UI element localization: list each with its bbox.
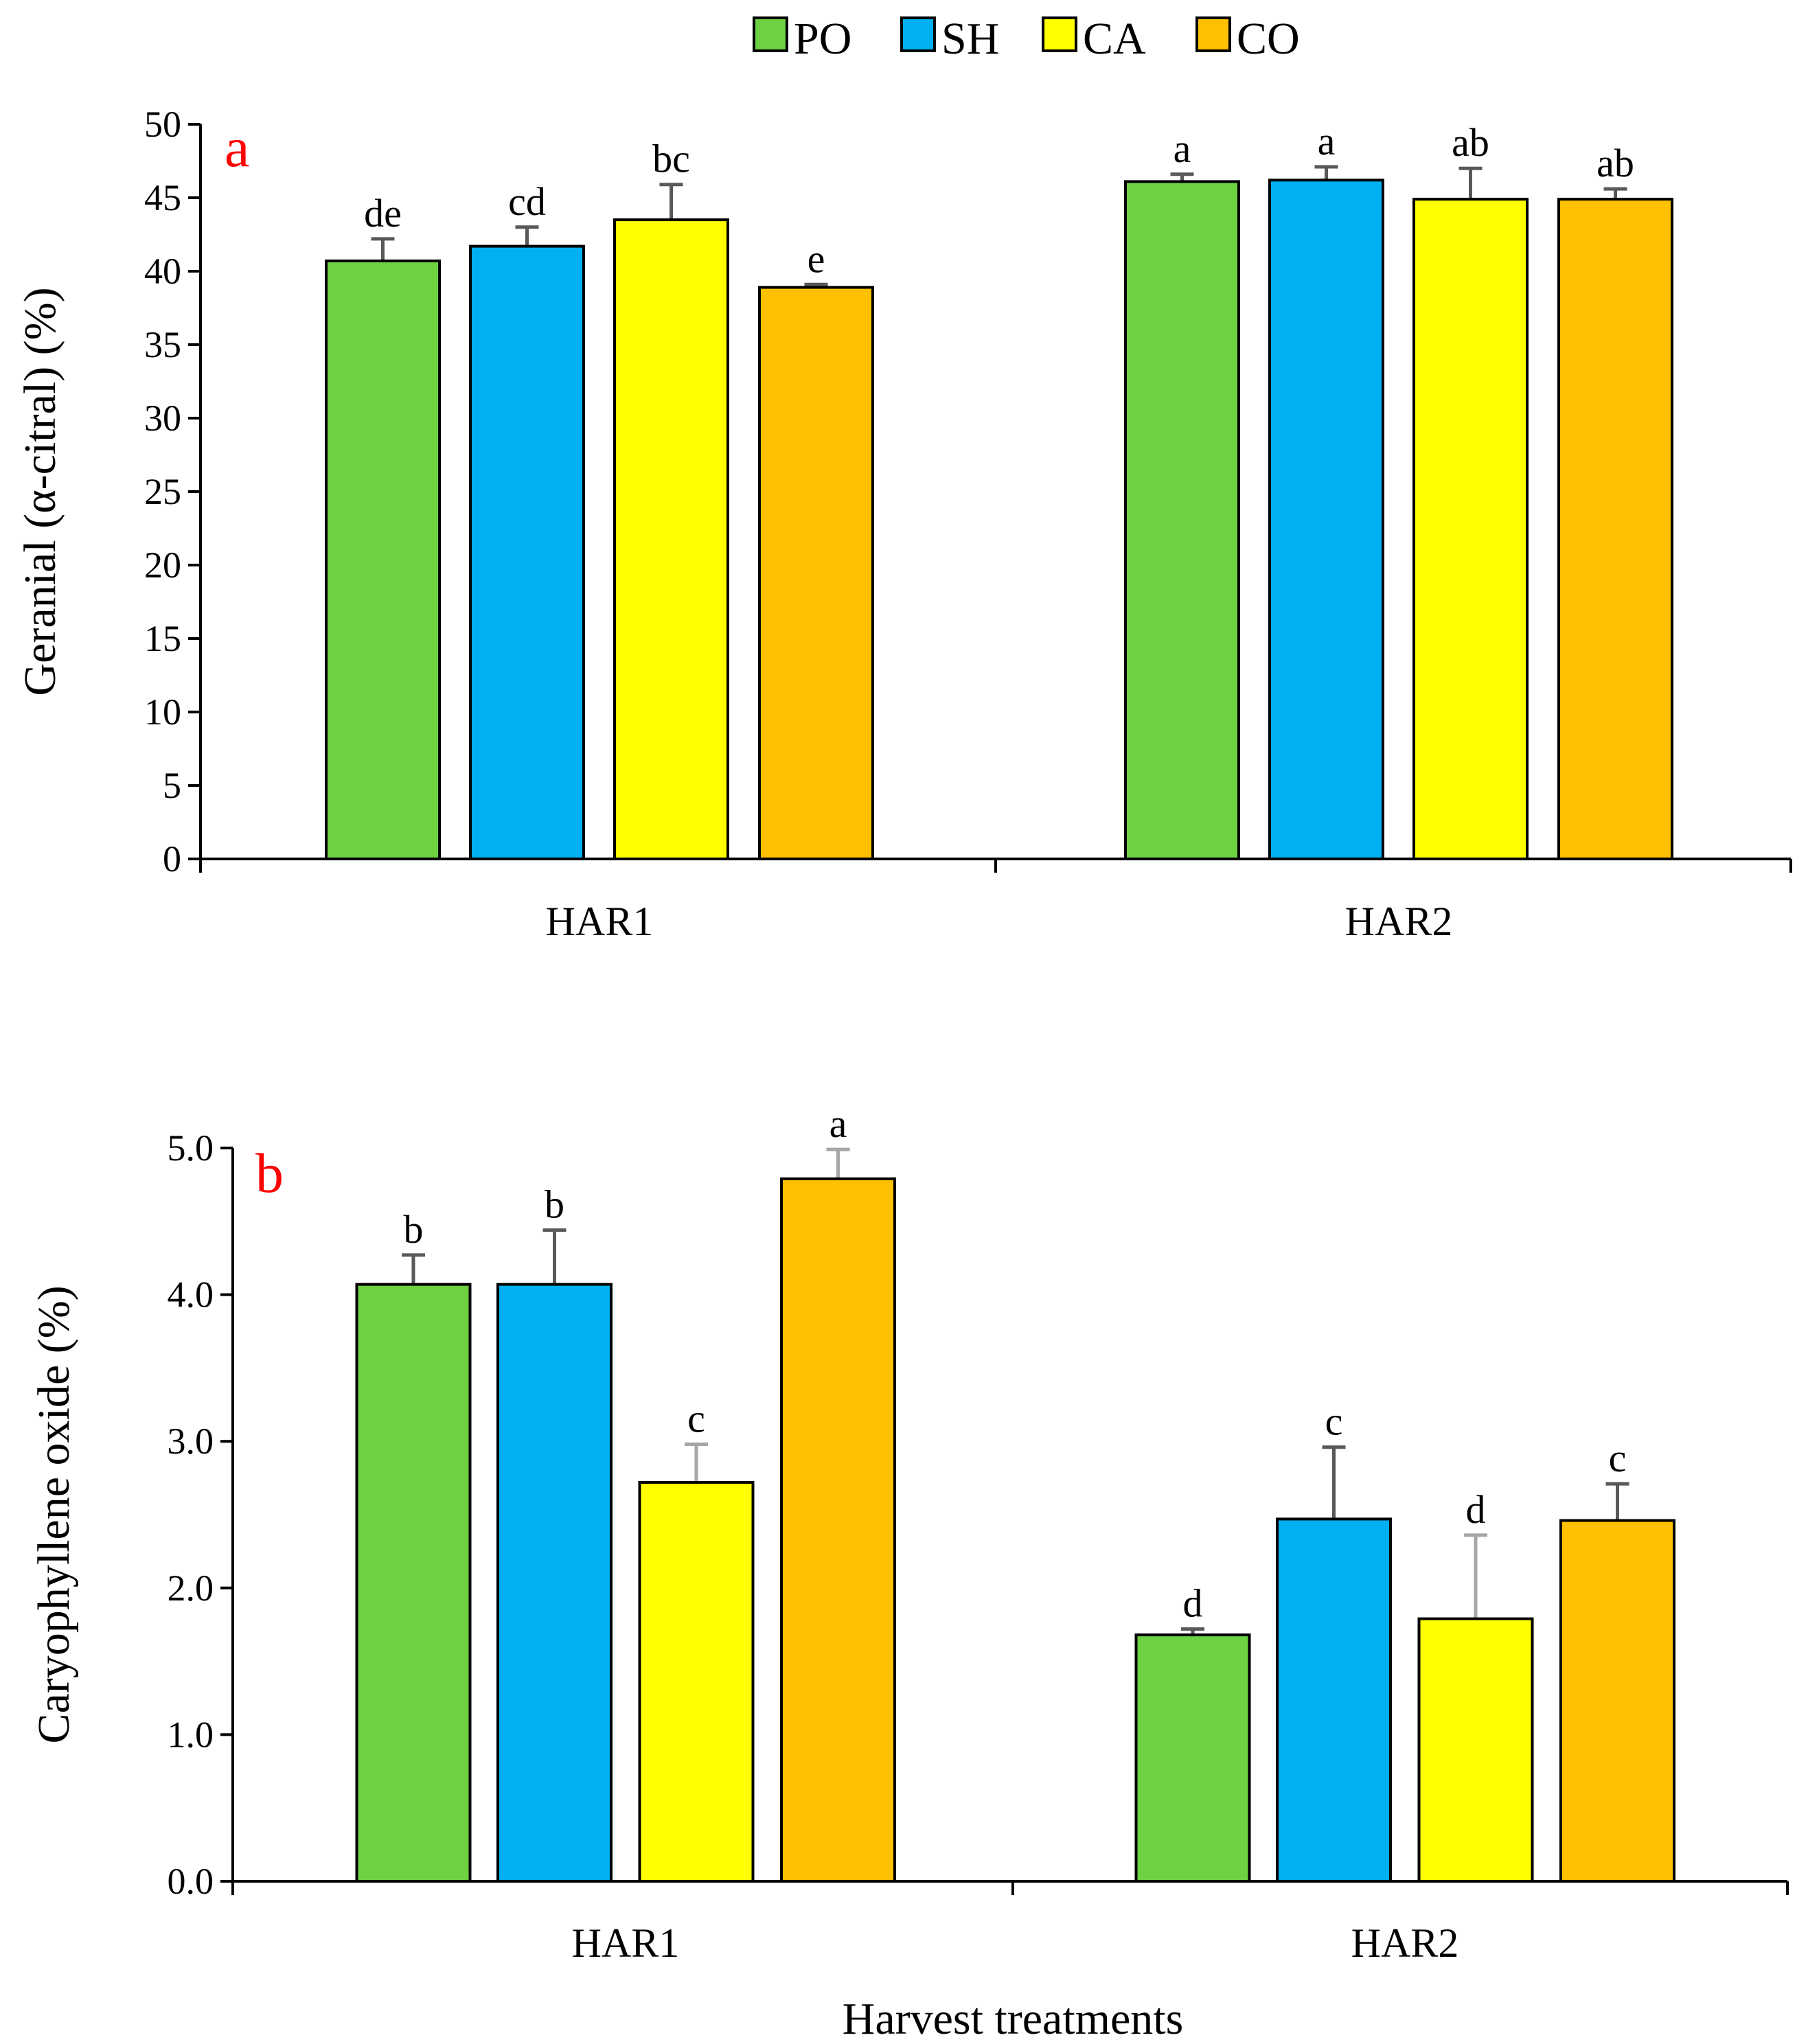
sig-letter-po-har2: d	[1183, 1581, 1203, 1626]
y-tick-label: 10	[144, 691, 181, 733]
legend-swatch-sh	[900, 16, 936, 52]
bar-sh-har1	[496, 1283, 613, 1883]
bar-sh-har2	[1268, 179, 1384, 860]
bar-po-har1	[355, 1283, 472, 1883]
bar-sh-har2	[1276, 1517, 1392, 1883]
legend-label-sh: SH	[941, 14, 999, 64]
y-tick-label: 5	[163, 765, 181, 806]
y-tick-label: 1.0	[168, 1714, 214, 1755]
y-tick-label: 40	[144, 251, 181, 292]
sig-letter-po-har2: a	[1174, 126, 1191, 171]
sig-letter-co-har2: ab	[1597, 141, 1634, 185]
sig-letter-sh-har1: b	[545, 1182, 564, 1227]
sig-letter-ca-har1: c	[687, 1396, 705, 1440]
bar-co-har2	[1559, 1519, 1675, 1883]
sig-letter-sh-har2: c	[1325, 1399, 1343, 1444]
y-tick-label: 20	[144, 544, 181, 586]
panel-label-a: a	[225, 116, 249, 179]
bar-co-har1	[780, 1177, 896, 1883]
sig-letter-co-har1: e	[808, 236, 825, 281]
bar-ca-har2	[1417, 1617, 1534, 1883]
sig-letter-po-har1: b	[404, 1207, 424, 1252]
bar-ca-har1	[613, 218, 729, 861]
legend-label-ca: CA	[1083, 14, 1146, 64]
legend-label-po: PO	[794, 14, 851, 64]
bar-co-har1	[758, 286, 874, 861]
x-category-label-har1: HAR1	[546, 899, 654, 944]
y-axis-title: Caryophyllene oxide (%)	[29, 1285, 79, 1743]
y-tick-label: 3.0	[168, 1421, 214, 1462]
x-axis-title: Harvest treatments	[843, 1994, 1184, 2044]
sig-letter-ca-har1: bc	[652, 137, 690, 181]
y-tick-label: 0	[163, 838, 181, 880]
sig-letter-ca-har2: ab	[1452, 120, 1489, 165]
legend-label-co: CO	[1237, 14, 1300, 64]
y-tick-label: 15	[144, 618, 181, 659]
sig-letter-ca-har2: d	[1466, 1487, 1486, 1532]
y-tick-label: 25	[144, 471, 181, 512]
x-category-label-har2: HAR2	[1345, 899, 1453, 944]
bar-co-har2	[1557, 198, 1673, 860]
panel-label-b: b	[255, 1142, 284, 1204]
chart-panel-a: de a cd a bc ab e ab 0 5 10 15 20 25 30 35 40 45 50 HAR1 HAR…	[15, 104, 1792, 944]
bar-ca-har2	[1412, 198, 1529, 860]
legend-swatch-co	[1195, 16, 1231, 52]
bar-po-har2	[1124, 180, 1240, 860]
bar-po-har2	[1134, 1633, 1251, 1883]
bar-ca-har1	[638, 1481, 755, 1883]
y-tick-label: 30	[144, 398, 181, 439]
y-tick-label: 35	[144, 324, 181, 365]
y-tick-label: 50	[144, 104, 181, 145]
x-category-label-har1: HAR1	[572, 1920, 680, 1966]
y-tick-label: 2.0	[168, 1568, 214, 1609]
legend-swatch-po	[753, 16, 788, 52]
bar-po-har1	[325, 260, 441, 860]
y-tick-label: 0.0	[168, 1861, 214, 1902]
chart-panel-b: b d b c c d a c 0.0 1.0 2.0 3.0 4.0 5.0 HAR1 HAR2 Caryop…	[29, 1101, 1789, 2044]
y-tick-label: 5.0	[168, 1127, 214, 1169]
x-category-label-har2: HAR2	[1351, 1920, 1459, 1966]
sig-letter-po-har1: de	[364, 191, 402, 236]
bar-sh-har1	[469, 244, 585, 860]
legend-swatch-ca	[1042, 16, 1077, 52]
sig-letter-co-har2: c	[1609, 1436, 1627, 1480]
y-tick-label: 45	[144, 177, 181, 218]
y-tick-label: 4.0	[168, 1274, 214, 1316]
sig-letter-co-har1: a	[829, 1101, 847, 1146]
legend: PO SH CA CO	[753, 14, 1300, 64]
sig-letter-sh-har1: cd	[508, 179, 546, 224]
sig-letter-sh-har2: a	[1318, 119, 1336, 163]
y-axis-title: Geranial (α-citral) (%)	[15, 287, 65, 696]
